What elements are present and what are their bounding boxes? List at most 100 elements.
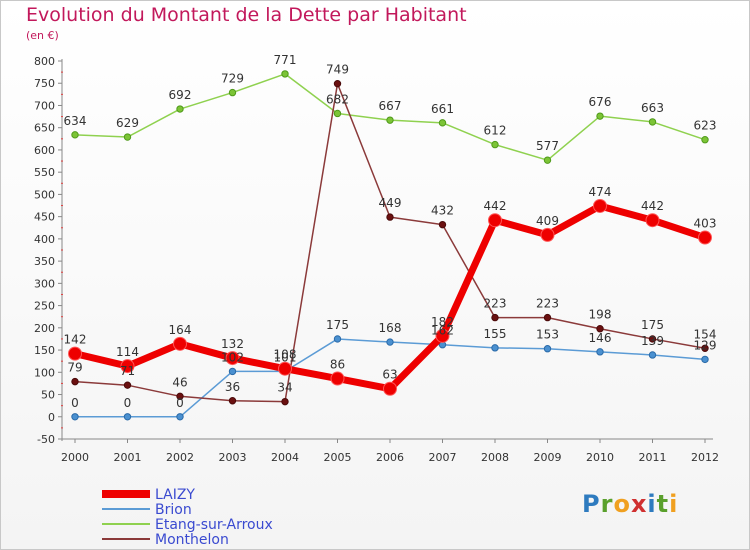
data-label-etang-sur-arroux: 667 xyxy=(379,99,402,113)
y-tick-label: 800 xyxy=(34,55,55,68)
data-point-laizy xyxy=(278,361,292,376)
data-point-etang-sur-arroux xyxy=(71,131,79,139)
data-point-monthelon xyxy=(543,313,552,322)
chart-title: Evolution du Montant de la Dette par Hab… xyxy=(26,4,467,26)
data-point-laizy xyxy=(435,328,450,343)
data-point-etang-sur-arroux xyxy=(543,156,552,164)
data-point-laizy xyxy=(68,346,82,361)
unit-label: (en €) xyxy=(26,29,59,42)
x-tick-label: 2008 xyxy=(481,451,509,464)
data-label-etang-sur-arroux: 729 xyxy=(221,72,244,86)
data-point-laizy xyxy=(488,213,502,228)
data-label-laizy: 409 xyxy=(536,214,559,228)
data-point-brion xyxy=(491,344,499,352)
data-point-laizy xyxy=(593,198,607,213)
y-tick-label: 400 xyxy=(34,233,55,246)
data-label-laizy: 182 xyxy=(431,315,454,329)
x-tick-label: 2001 xyxy=(114,451,142,464)
data-point-etang-sur-arroux xyxy=(281,70,289,78)
logo-letter: P xyxy=(582,490,601,518)
data-label-etang-sur-arroux: 682 xyxy=(326,92,349,106)
data-point-etang-sur-arroux xyxy=(176,105,184,113)
data-label-laizy: 403 xyxy=(694,217,717,231)
data-label-brion: 155 xyxy=(484,327,507,341)
logo-letter: o xyxy=(613,490,631,518)
x-tick-label: 2010 xyxy=(586,451,614,464)
data-label-brion: 153 xyxy=(536,328,559,342)
series-layer xyxy=(68,70,712,421)
data-point-brion xyxy=(596,348,604,356)
data-label-brion: 0 xyxy=(176,396,184,410)
legend-label-monthelon: Monthelon xyxy=(155,532,229,548)
y-tick-label: -50 xyxy=(37,433,55,446)
data-point-laizy xyxy=(173,336,187,351)
data-label-monthelon: 46 xyxy=(172,375,187,389)
data-point-monthelon xyxy=(176,392,184,401)
data-label-etang-sur-arroux: 623 xyxy=(694,119,717,133)
data-label-etang-sur-arroux: 771 xyxy=(274,53,297,67)
data-point-laizy xyxy=(383,381,397,396)
x-tick-label: 2007 xyxy=(429,451,457,464)
data-point-monthelon xyxy=(281,397,289,406)
data-label-laizy: 114 xyxy=(116,345,139,359)
data-label-laizy: 108 xyxy=(274,348,297,362)
data-label-laizy: 142 xyxy=(64,333,87,347)
x-tick-label: 2004 xyxy=(271,451,299,464)
y-tick-label: 600 xyxy=(34,144,55,157)
legend-label-etang-sur-arroux: Etang-sur-Arroux xyxy=(155,517,273,533)
y-tick-label: 250 xyxy=(34,300,55,313)
legend-label-brion: Brion xyxy=(155,502,192,518)
series-line-monthelon xyxy=(74,82,706,403)
data-label-monthelon: 71 xyxy=(120,364,135,378)
data-label-brion: 129 xyxy=(694,338,717,352)
data-point-monthelon xyxy=(228,397,237,405)
data-point-monthelon xyxy=(491,313,499,322)
y-tick-label: 0 xyxy=(48,411,55,424)
data-label-monthelon: 198 xyxy=(589,308,612,322)
data-point-laizy xyxy=(540,227,555,242)
data-label-laizy: 132 xyxy=(221,337,244,351)
data-point-laizy xyxy=(698,230,712,245)
series-line-laizy xyxy=(71,202,709,393)
data-label-etang-sur-arroux: 577 xyxy=(536,139,559,153)
data-point-brion xyxy=(123,413,132,421)
x-tick-label: 2003 xyxy=(219,451,247,464)
x-tick-label: 2009 xyxy=(534,451,562,464)
data-point-etang-sur-arroux xyxy=(123,133,132,141)
data-point-brion xyxy=(333,335,342,343)
data-label-monthelon: 449 xyxy=(379,196,402,210)
data-label-laizy: 86 xyxy=(330,358,345,372)
y-tick-label: 750 xyxy=(34,77,55,90)
y-tick-label: 300 xyxy=(34,277,55,290)
logo-letter: r xyxy=(600,490,614,518)
x-tick-label: 2002 xyxy=(166,451,194,464)
logo-letter: x xyxy=(630,490,648,518)
y-tick-label: 550 xyxy=(34,166,55,179)
data-point-laizy xyxy=(330,371,345,386)
y-tick-label: 350 xyxy=(34,255,55,268)
logo-letter: t xyxy=(656,490,670,518)
data-label-laizy: 164 xyxy=(169,323,192,337)
data-label-etang-sur-arroux: 634 xyxy=(64,114,87,128)
y-tick-label: 500 xyxy=(34,188,55,201)
data-point-monthelon xyxy=(123,381,132,389)
data-label-brion: 139 xyxy=(641,334,664,348)
data-point-brion xyxy=(71,413,79,421)
data-point-etang-sur-arroux xyxy=(701,136,709,144)
data-label-laizy: 63 xyxy=(382,368,397,382)
data-point-laizy xyxy=(645,213,660,228)
x-tick-label: 2011 xyxy=(639,451,667,464)
x-tick-label: 2005 xyxy=(324,451,352,464)
data-label-etang-sur-arroux: 692 xyxy=(169,88,192,102)
data-label-monthelon: 154 xyxy=(694,327,717,341)
data-label-etang-sur-arroux: 676 xyxy=(589,95,612,109)
data-point-laizy xyxy=(225,351,240,366)
legend-label-laizy: LAIZY xyxy=(155,487,195,503)
data-point-brion xyxy=(648,351,657,359)
proxiti-logo: Proxiti xyxy=(582,490,678,518)
data-label-etang-sur-arroux: 661 xyxy=(431,102,454,116)
data-label-monthelon: 36 xyxy=(225,380,240,394)
data-point-monthelon xyxy=(596,325,604,333)
data-label-brion: 146 xyxy=(589,331,612,345)
y-tick-label: 100 xyxy=(34,366,55,379)
